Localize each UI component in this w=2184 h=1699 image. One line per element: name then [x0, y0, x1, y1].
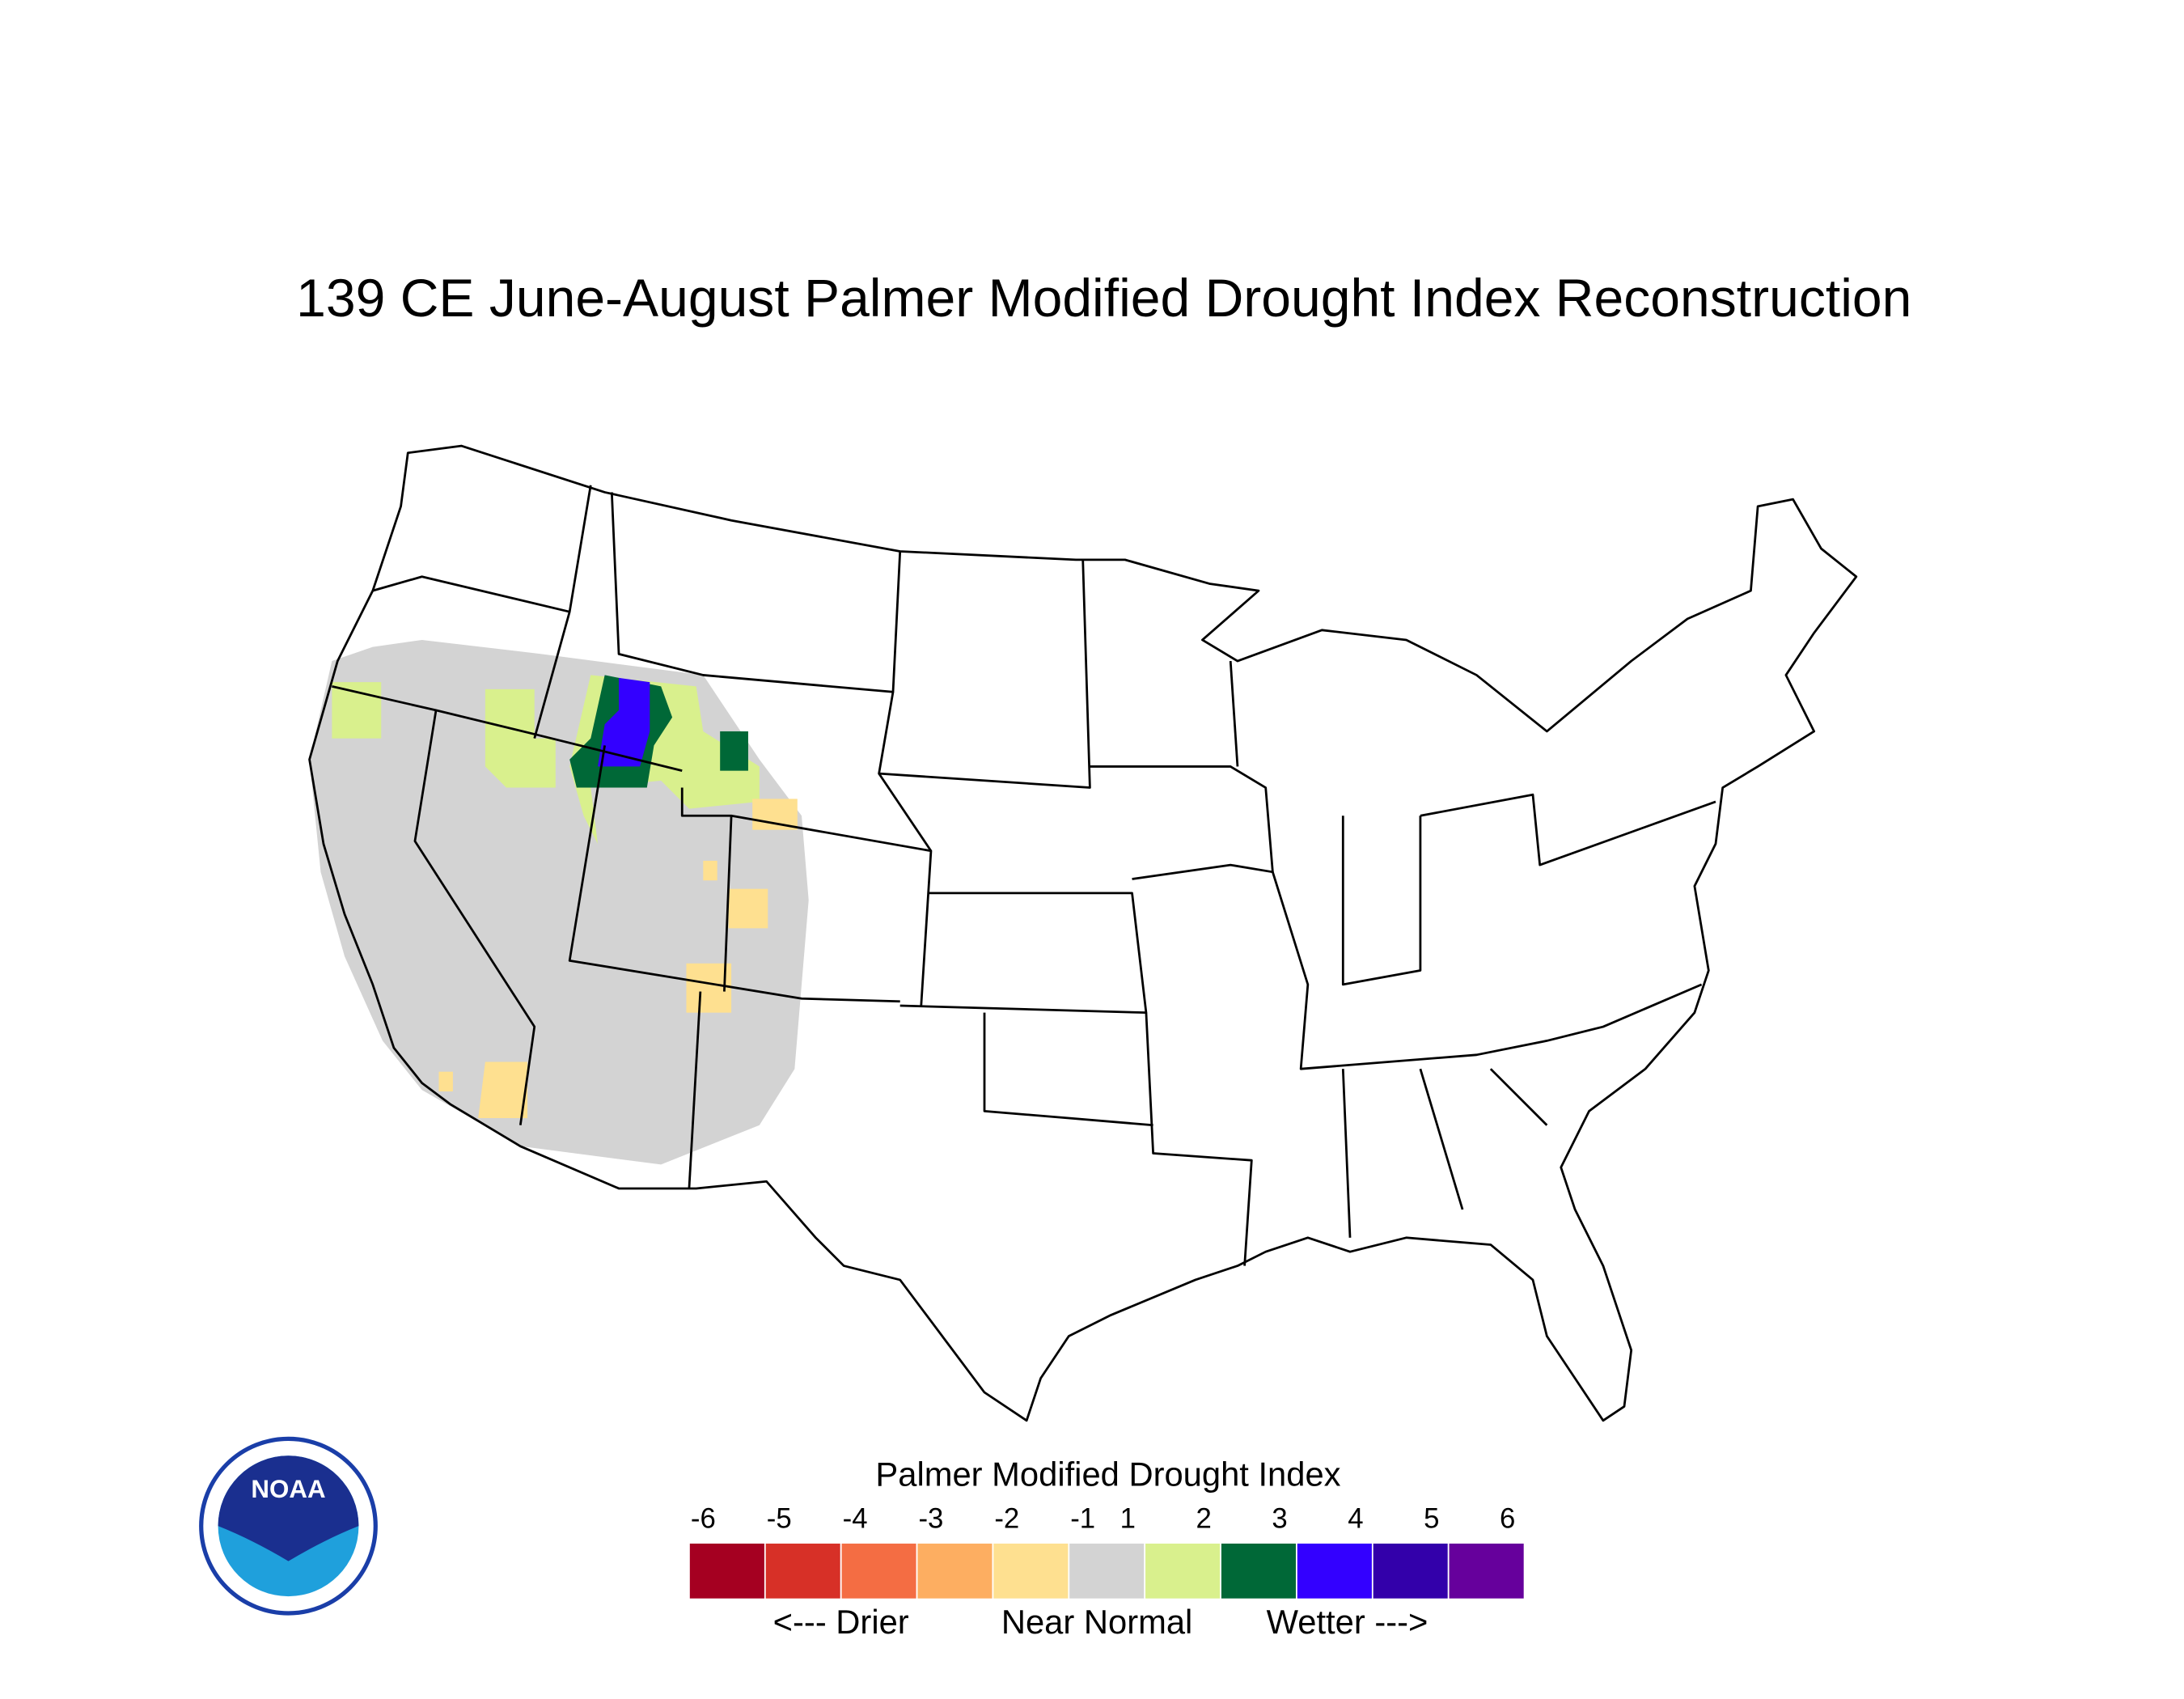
legend-tick: -1: [1070, 1503, 1095, 1534]
legend-swatch: [840, 1542, 918, 1600]
legend-swatch: [1144, 1542, 1221, 1600]
very-wet-area: [597, 677, 650, 767]
legend-swatch: [1447, 1542, 1526, 1600]
legend-title: Palmer Modified Drought Index: [875, 1455, 1340, 1493]
legend-tick: -4: [843, 1503, 868, 1534]
legend-tick: -2: [994, 1503, 1019, 1534]
legend-tick: 2: [1196, 1503, 1212, 1534]
legend-tick: -3: [918, 1503, 943, 1534]
data-field: [309, 639, 809, 1165]
legend-tick: 5: [1424, 1503, 1439, 1534]
legend-tick: 4: [1348, 1503, 1363, 1534]
legend: -6 -5 -4 -3 -2 -1 1 2 3 4 5 6: [688, 1503, 1526, 1600]
legend-swatch: [1296, 1542, 1373, 1600]
legend-swatch: [1068, 1542, 1146, 1600]
legend-swatch: [764, 1542, 842, 1600]
logo-text: NOAA: [251, 1475, 325, 1503]
title: 139 CE June-August Palmer Modified Droug…: [296, 268, 1911, 328]
legend-tick: -6: [691, 1503, 716, 1534]
legend-swatch: [992, 1542, 1070, 1600]
legend-label: Wetter --->: [1267, 1603, 1428, 1641]
noaa-logo: NOAA: [199, 1436, 378, 1616]
legend-label: <--- Drier: [773, 1603, 909, 1641]
state-borders: [308, 444, 1858, 1422]
legend-swatch: [688, 1542, 766, 1600]
legend-tick: 3: [1272, 1503, 1287, 1534]
legend-swatch: [1371, 1542, 1450, 1600]
legend-swatch: [916, 1542, 994, 1600]
legend-swatch: [1220, 1542, 1297, 1600]
legend-tick: -5: [767, 1503, 792, 1534]
legend-tick: 1: [1120, 1503, 1136, 1534]
legend-tick: 6: [1500, 1503, 1515, 1534]
legend-label: Near Normal: [1001, 1603, 1192, 1641]
